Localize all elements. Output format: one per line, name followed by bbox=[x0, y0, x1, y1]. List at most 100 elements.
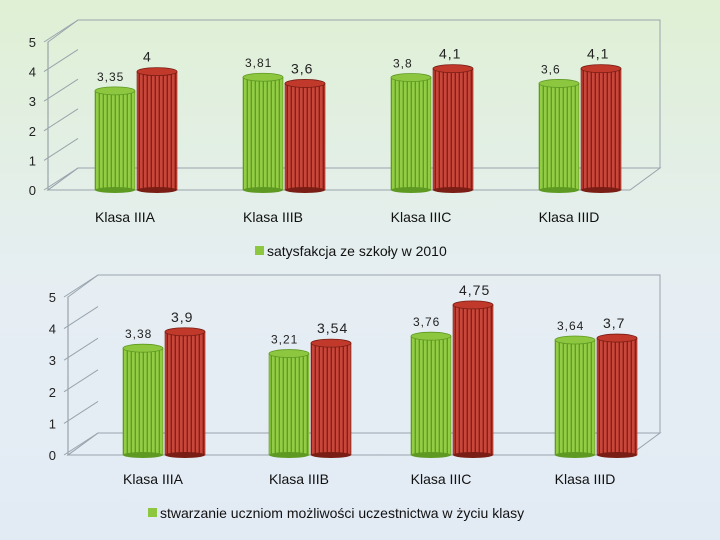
value-label-1: 3,6 bbox=[291, 60, 313, 76]
value-label-1: 4,1 bbox=[587, 46, 609, 62]
value-label-0: 3,8 bbox=[393, 57, 413, 71]
bar-cap-0 bbox=[268, 349, 310, 358]
bar-series-0 bbox=[94, 90, 136, 191]
y-tick-line bbox=[63, 432, 99, 456]
bar-base-0 bbox=[269, 452, 309, 458]
bar-base-1 bbox=[285, 187, 325, 193]
bar-cap-0 bbox=[94, 86, 136, 96]
value-label-0: 3,64 bbox=[557, 319, 584, 333]
chart-satysfakcja: 0 1 2 3 4 5 3,35 4 Klasa IIIA 3,81 3,6 Klasa IIIB 3,… bbox=[29, 19, 662, 259]
bar-series-1 bbox=[310, 342, 352, 456]
y-tick-line bbox=[43, 49, 79, 73]
bar-base-1 bbox=[433, 187, 473, 193]
bar-cap-1 bbox=[596, 333, 638, 343]
x-tick-label: Klasa IIIB bbox=[243, 209, 303, 225]
legend-entry: satysfakcja ze szkoły w 2010 bbox=[267, 243, 447, 259]
x-tick-label: Klasa IIIC bbox=[391, 209, 452, 225]
x-tick-label: Klasa IIIC bbox=[411, 471, 472, 487]
bar-base-1 bbox=[453, 452, 493, 458]
bar-series-0 bbox=[122, 347, 164, 456]
bar-base-1 bbox=[311, 452, 351, 458]
bar-series-0 bbox=[390, 77, 432, 191]
bar-cap-1 bbox=[164, 327, 206, 337]
bar-base-0 bbox=[391, 187, 431, 193]
bar-cap-0 bbox=[122, 343, 164, 353]
value-label-0: 3,21 bbox=[271, 333, 298, 347]
value-label-0: 3,6 bbox=[541, 62, 561, 76]
bar-series-1 bbox=[452, 304, 494, 456]
bar-base-0 bbox=[123, 452, 163, 458]
bar-base-1 bbox=[597, 452, 637, 458]
y-tick-label: 0 bbox=[29, 183, 36, 198]
y-tick-label: 3 bbox=[49, 353, 56, 368]
bar-series-1 bbox=[284, 83, 326, 191]
y-tick-line bbox=[43, 19, 79, 43]
bar-base-0 bbox=[539, 187, 579, 193]
chart-uczestnictwo: 0 1 2 3 4 5 3,38 3,9 Klasa IIIA 3,21 3,54 Klasa III… bbox=[49, 274, 662, 521]
bar-series-1 bbox=[580, 68, 622, 191]
value-label-1: 4,1 bbox=[439, 46, 461, 62]
bar-cap-1 bbox=[136, 67, 178, 76]
bar-cap-0 bbox=[538, 79, 580, 88]
legend-marker bbox=[255, 246, 264, 255]
y-tick-line bbox=[63, 369, 99, 393]
y-tick-label: 0 bbox=[49, 448, 56, 463]
bar-cap-0 bbox=[242, 72, 284, 82]
legend-marker bbox=[148, 508, 157, 517]
y-tick-label: 1 bbox=[49, 416, 56, 431]
y-tick-label: 2 bbox=[29, 124, 36, 139]
y-tick-line bbox=[63, 274, 99, 298]
y-tick-label: 3 bbox=[29, 94, 36, 109]
y-tick-line bbox=[43, 108, 79, 132]
value-label-1: 3,9 bbox=[171, 309, 193, 325]
bar-series-1 bbox=[432, 68, 474, 191]
bar-base-0 bbox=[555, 452, 595, 458]
bar-base-0 bbox=[411, 452, 451, 458]
bar-series-0 bbox=[268, 353, 310, 456]
value-label-1: 4,75 bbox=[459, 282, 490, 298]
bar-series-0 bbox=[410, 335, 452, 456]
x-tick-label: Klasa IIID bbox=[555, 471, 616, 487]
value-label-1: 3,7 bbox=[603, 315, 625, 331]
bar-cap-1 bbox=[310, 338, 352, 348]
bar-base-1 bbox=[137, 187, 177, 193]
bar-base-0 bbox=[243, 187, 283, 193]
bar-cap-1 bbox=[284, 79, 326, 88]
bar-series-0 bbox=[242, 76, 284, 191]
bar-series-0 bbox=[538, 83, 580, 191]
bar-cap-0 bbox=[554, 335, 596, 345]
bar-cap-1 bbox=[452, 300, 494, 310]
bar-cap-1 bbox=[432, 64, 474, 74]
x-tick-label: Klasa IIIA bbox=[95, 209, 156, 225]
value-label-1: 3,54 bbox=[317, 320, 348, 336]
bar-cap-0 bbox=[410, 331, 452, 341]
bar-base-1 bbox=[581, 187, 621, 193]
y-tick-line bbox=[43, 78, 79, 102]
bar-series-0 bbox=[554, 339, 596, 456]
value-label-0: 3,38 bbox=[125, 327, 152, 341]
bar-series-1 bbox=[164, 331, 206, 456]
y-tick-label: 1 bbox=[29, 153, 36, 168]
y-tick-label: 5 bbox=[29, 35, 36, 50]
x-tick-label: Klasa IIID bbox=[539, 209, 600, 225]
y-tick-line bbox=[63, 400, 99, 424]
bar-cap-0 bbox=[390, 73, 432, 82]
legend-entry: stwarzanie uczniom możliwości uczestnict… bbox=[160, 505, 524, 521]
value-label-0: 3,76 bbox=[413, 315, 440, 329]
y-tick-line bbox=[63, 337, 99, 361]
bar-base-0 bbox=[95, 187, 135, 193]
bar-series-1 bbox=[136, 71, 178, 191]
bar-series-1 bbox=[596, 337, 638, 456]
y-tick-label: 4 bbox=[29, 65, 36, 80]
y-tick-line bbox=[43, 167, 79, 191]
y-tick-label: 2 bbox=[49, 385, 56, 400]
value-label-0: 3,81 bbox=[245, 56, 272, 70]
bar-base-1 bbox=[165, 452, 205, 458]
bar-cap-1 bbox=[580, 64, 622, 74]
x-tick-label: Klasa IIIA bbox=[123, 471, 184, 487]
y-tick-line bbox=[63, 306, 99, 330]
y-tick-label: 5 bbox=[49, 290, 56, 305]
value-label-1: 4 bbox=[143, 49, 152, 65]
y-tick-line bbox=[43, 137, 79, 161]
